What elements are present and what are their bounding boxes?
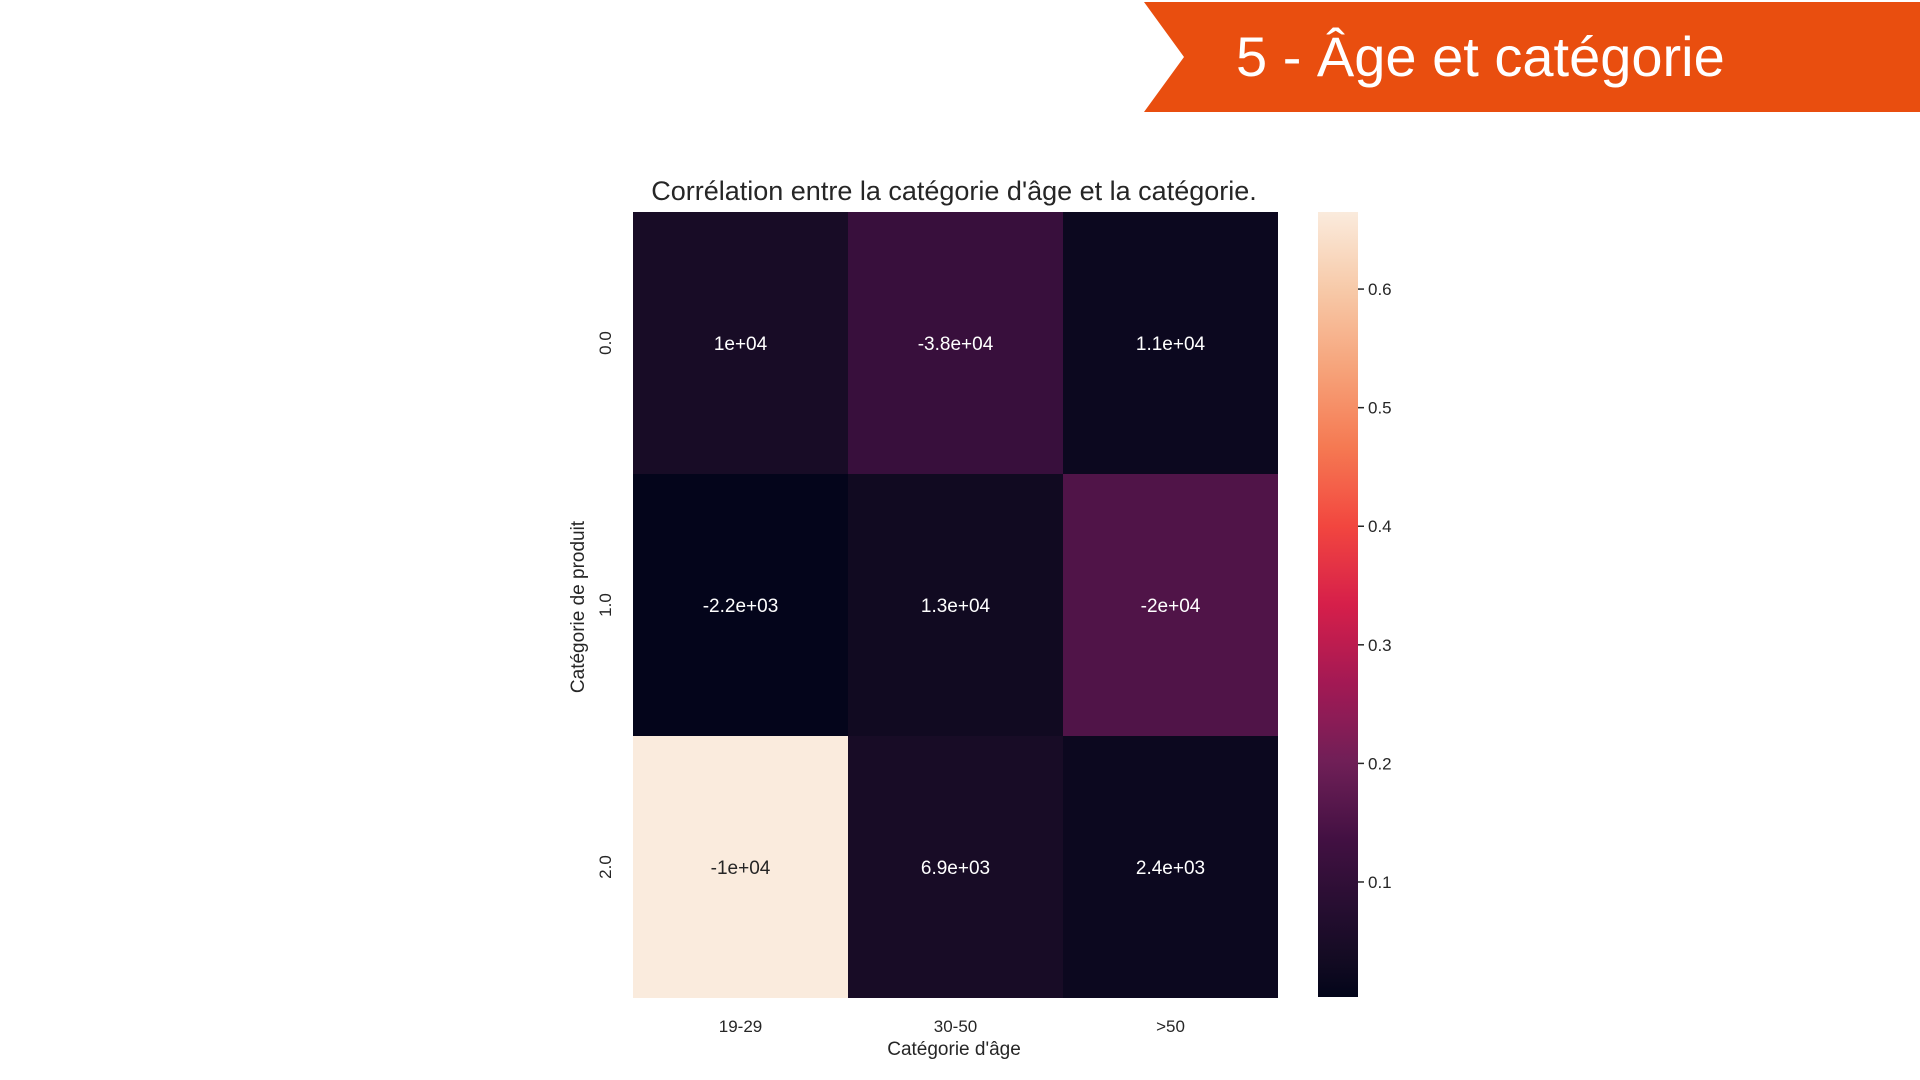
heatmap-cell [848,736,1063,998]
y-tick-label: 1.0 [596,593,615,617]
chart-title: Corrélation entre la catégorie d'âge et … [651,176,1257,206]
colorbar-ticks: 0.1 0.2 0.3 0.4 0.5 0.6 [1358,280,1392,892]
banner-shape [1144,2,1920,112]
colorbar-tick-label: 0.3 [1368,636,1392,655]
heatmap-cell [633,212,848,474]
heatmap-cells [633,212,1278,998]
heatmap-cell-label: -2e+04 [1141,596,1201,617]
colorbar-tick-label: 0.6 [1368,280,1392,299]
heatmap-cell-label: 1.1e+04 [1136,334,1206,355]
x-tick-label: >50 [1156,1017,1185,1036]
heatmap-cell [848,212,1063,474]
heatmap-cell [633,736,848,998]
y-tick-label: 2.0 [596,855,615,879]
heatmap-cell-label: 6.9e+03 [921,858,990,879]
colorbar-tick-label: 0.5 [1368,399,1392,418]
colorbar-tick-label: 0.4 [1368,517,1392,536]
x-tick-labels: 19-29 30-50 >50 [719,1017,1185,1036]
colorbar [1318,212,1358,997]
colorbar-tick-label: 0.1 [1368,873,1392,892]
heatmap-cell [1063,474,1278,736]
heatmap-cell-label: -2.2e+03 [703,596,779,617]
x-tick-label: 19-29 [719,1017,762,1036]
colorbar-tick-label: 0.2 [1368,754,1392,773]
y-tick-labels: 0.0 1.0 2.0 [596,331,615,879]
y-tick-label: 0.0 [596,331,615,355]
heatmap-cell [633,474,848,736]
y-axis-label: Catégorie de produit [568,520,589,693]
heatmap-cell-label: -3.8e+04 [918,334,994,355]
heatmap-cell-label: 2.4e+03 [1136,858,1205,879]
heatmap-cell [1063,212,1278,474]
heatmap-cell-label: -1e+04 [711,858,771,879]
heatmap-cell-label: 1.3e+04 [921,596,991,617]
section-banner: 5 - Âge et catégorie [1144,2,1920,112]
heatmap-cell-labels: 1e+04 -3.8e+04 1.1e+04 -2.2e+03 1.3e+04 -2e+0… [703,334,1206,879]
x-tick-label: 30-50 [934,1017,977,1036]
x-axis-label: Catégorie d'âge [887,1039,1021,1060]
heatmap-cell-label: 1e+04 [714,334,768,355]
heatmap-cell [848,474,1063,736]
section-title: 5 - Âge et catégorie [1236,25,1725,88]
heatmap-cell [1063,736,1278,998]
